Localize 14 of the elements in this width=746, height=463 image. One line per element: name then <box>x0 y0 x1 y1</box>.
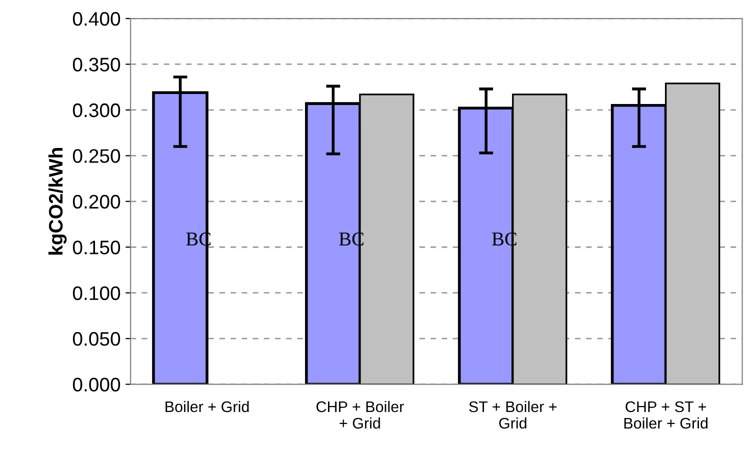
y-tick-label: 0.350 <box>72 58 120 72</box>
y-tick-label: 0.000 <box>72 378 120 392</box>
y-tick-label: 0.100 <box>72 286 120 300</box>
y-tick-label: 0.200 <box>72 194 120 209</box>
y-axis-title: kgCO2/kWh <box>48 148 67 255</box>
y-tick-label: 0.300 <box>72 103 120 118</box>
x-tick-label: Boiler + Grid <box>166 400 249 412</box>
y-tick-label: 0.250 <box>72 149 120 163</box>
y-tick-label: 0.050 <box>72 332 120 346</box>
x-tick-label: CHP + ST + Boiler + Grid <box>624 401 708 429</box>
x-tick-label: ST + Boiler + Grid <box>469 400 557 429</box>
y-tick-label: 0.150 <box>72 240 120 254</box>
x-tick-label: CHP + Boiler + Grid <box>316 400 404 429</box>
y-tick-label: 0.400 <box>72 12 120 26</box>
